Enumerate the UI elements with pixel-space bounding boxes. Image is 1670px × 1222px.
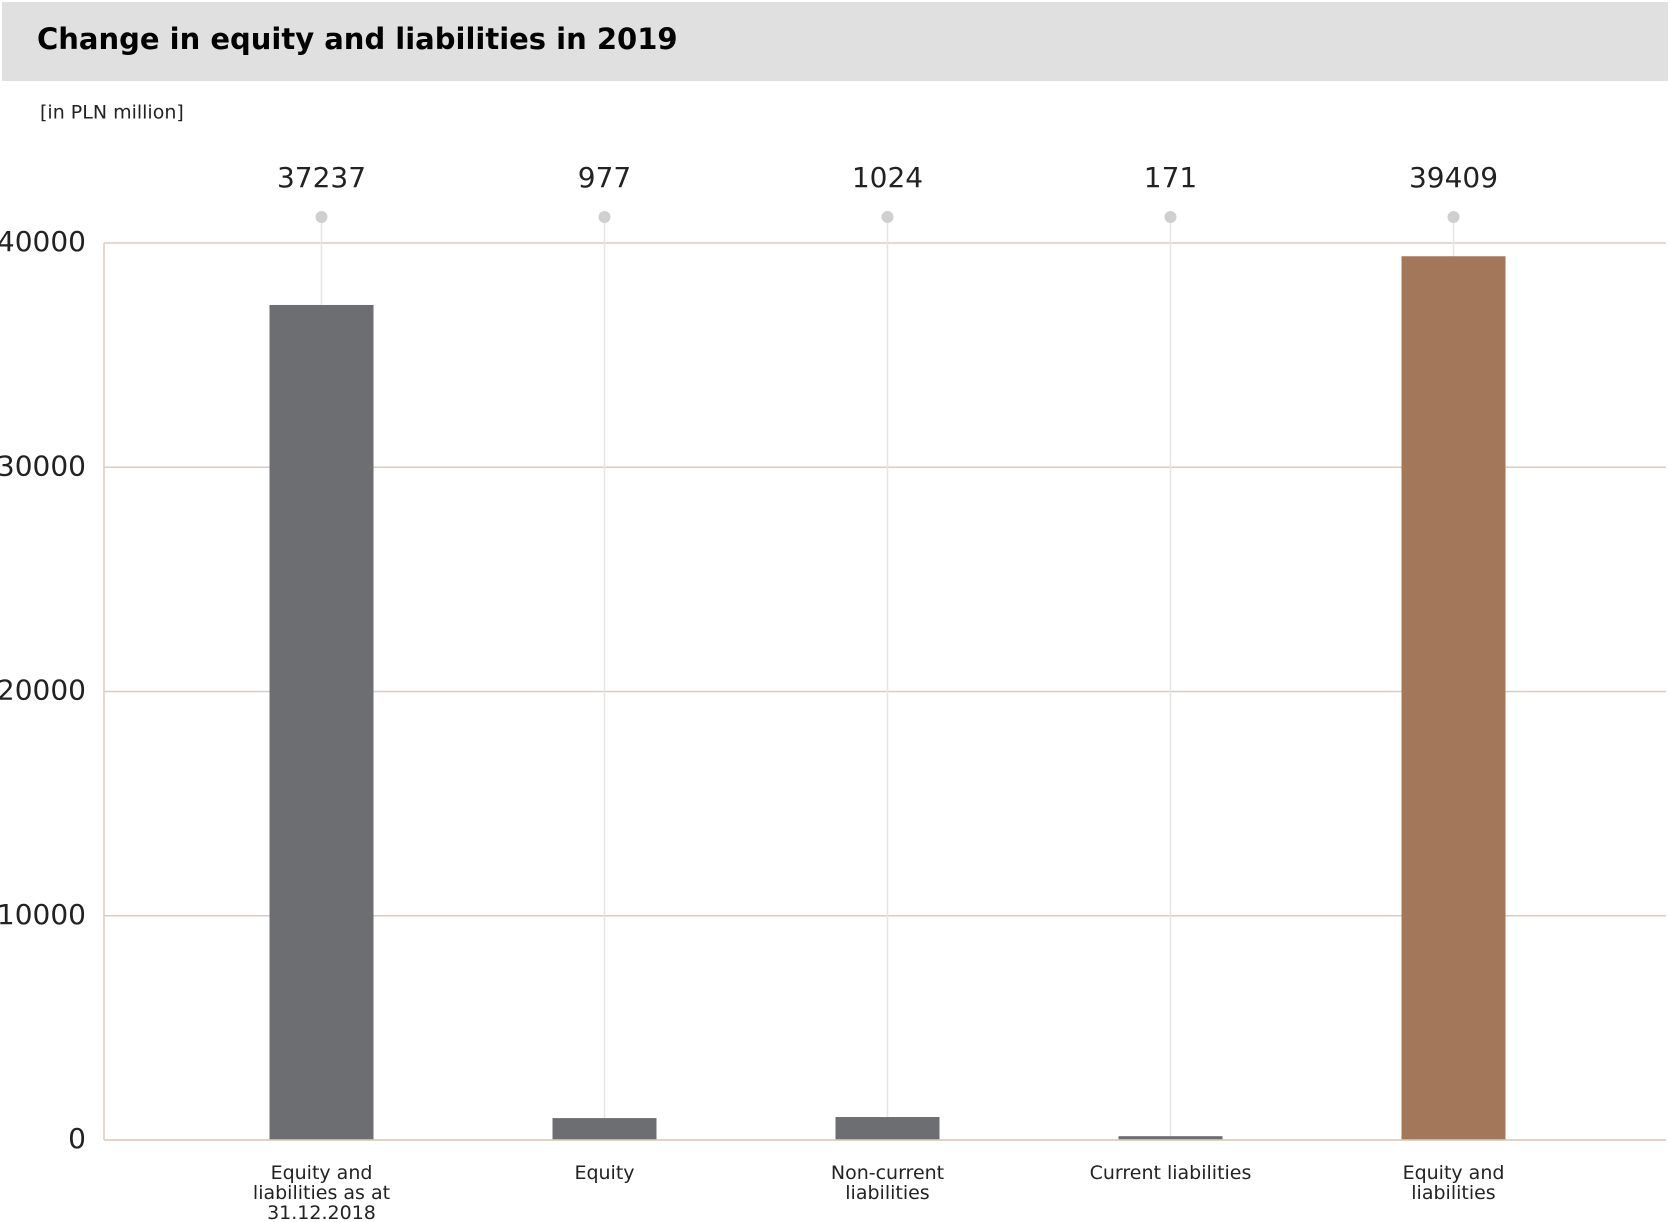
marker-dot <box>315 211 328 223</box>
y-tick-label: 40000 <box>0 225 86 258</box>
value-label: 37237 <box>277 161 366 194</box>
marker-dot <box>1164 211 1177 223</box>
y-tick-label: 20000 <box>0 674 86 707</box>
marker-dot <box>598 211 611 223</box>
value-label: 977 <box>578 161 631 194</box>
x-tick-label: Equity and liabilities as at 31.12.2018 <box>252 1162 391 1222</box>
chart-subtitle: [in PLN million] <box>40 102 184 124</box>
y-tick-label: 0 <box>68 1122 86 1155</box>
x-tick-label: Equity and liabilities <box>1402 1162 1505 1204</box>
y-tick-label: 10000 <box>0 898 86 931</box>
x-tick-label: Equity <box>574 1162 635 1184</box>
title-band <box>2 2 1668 81</box>
bar <box>1401 256 1506 1140</box>
bar <box>269 304 374 1140</box>
y-tick-label: 30000 <box>0 449 86 482</box>
marker-dot <box>1447 211 1460 223</box>
bar <box>835 1117 940 1140</box>
x-tick-label: Non-current liabilities <box>830 1162 945 1204</box>
bar <box>1118 1136 1223 1140</box>
x-tick-label: Current liabilities <box>1089 1162 1252 1184</box>
value-label: 171 <box>1144 161 1197 194</box>
value-label: 1024 <box>852 161 923 194</box>
value-label: 39409 <box>1409 161 1498 194</box>
marker-dot <box>881 211 894 223</box>
bar <box>552 1118 657 1140</box>
chart-title: Change in equity and liabilities in 2019 <box>37 22 678 56</box>
